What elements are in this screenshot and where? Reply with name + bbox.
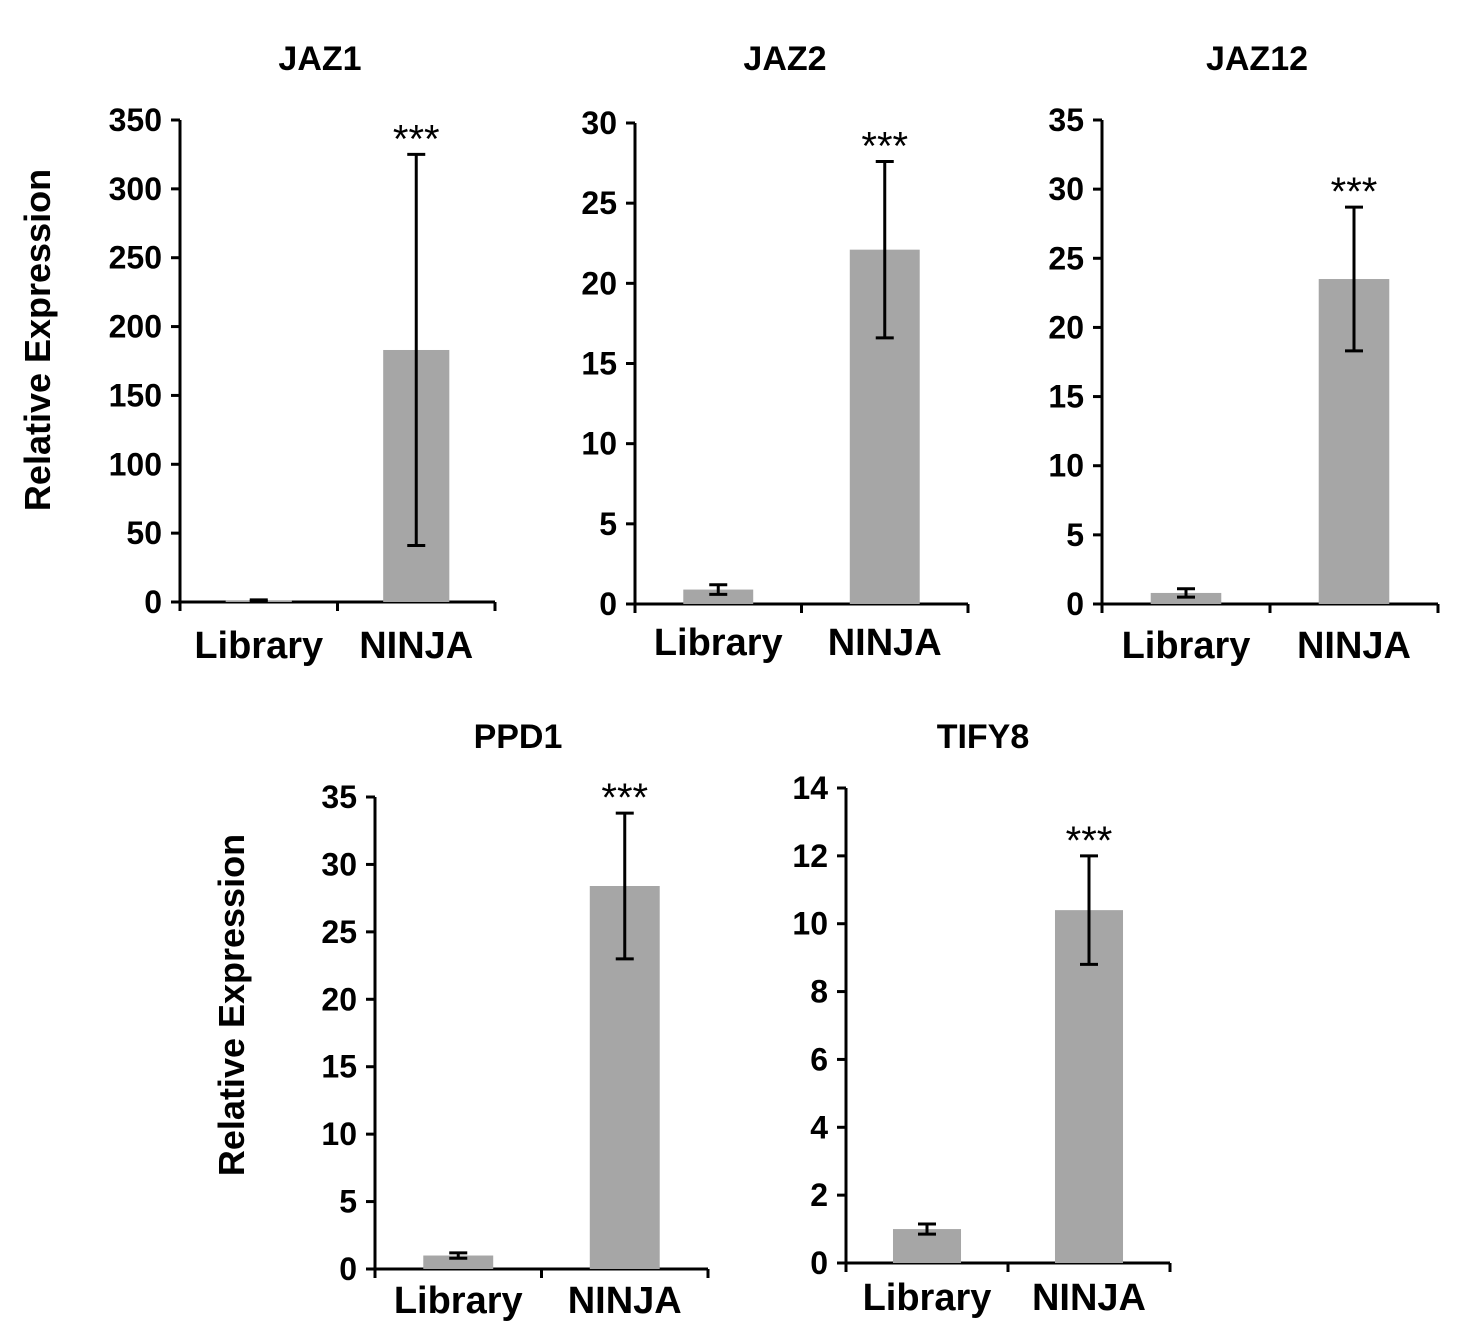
- y-tick-label: 5: [599, 506, 617, 542]
- y-tick-label: 15: [581, 346, 617, 382]
- y-tick-label: 350: [109, 102, 162, 138]
- error-bar-library: [1177, 587, 1195, 599]
- y-tick-label: 10: [321, 1116, 357, 1152]
- significance-marker: ***: [1331, 170, 1378, 214]
- error-bar-ninja: [407, 152, 426, 548]
- y-tick-label: 300: [109, 171, 162, 207]
- y-tick-label: 20: [321, 981, 357, 1017]
- category-label-ninja: NINJA: [1297, 625, 1411, 667]
- category-label-library: Library: [394, 1280, 523, 1322]
- y-tick-label: 15: [321, 1049, 357, 1085]
- y-tick-label: 10: [581, 426, 617, 462]
- chart-panel-ppd1: PPD1 Relative Expression 0 5 10 15 20 25 30 35 Lib…: [211, 718, 710, 1322]
- y-tick-label: 20: [581, 265, 617, 301]
- y-tick-label: 50: [126, 515, 162, 551]
- chart-panel-jaz2: JAZ2 0 5 10 15 20 25 30 Library NINJA ***: [581, 40, 970, 664]
- significance-marker: ***: [601, 776, 648, 820]
- y-tick-label: 25: [1048, 240, 1084, 276]
- category-label-library: Library: [863, 1277, 992, 1319]
- category-label-ninja: NINJA: [568, 1280, 682, 1322]
- error-bar-library: [918, 1222, 936, 1236]
- y-tick-label: 5: [1066, 517, 1084, 553]
- y-axis-label: Relative Expression: [211, 834, 252, 1176]
- error-bar-library: [709, 583, 728, 596]
- y-tick-label: 5: [339, 1184, 357, 1220]
- y-tick-label: 10: [792, 906, 828, 942]
- y-tick-label: 2: [810, 1177, 828, 1213]
- y-tick-label: 8: [810, 974, 828, 1010]
- error-bar-ninja: [1345, 205, 1363, 353]
- y-tick-label: 35: [1048, 102, 1084, 138]
- bar-library: [423, 1255, 494, 1269]
- category-label-library: Library: [1122, 625, 1251, 667]
- category-label-library: Library: [654, 622, 783, 664]
- y-tick-label: 0: [599, 586, 617, 622]
- y-tick-label: 4: [810, 1109, 828, 1145]
- y-tick-label: 35: [321, 779, 357, 815]
- y-tick-label: 30: [321, 846, 357, 882]
- significance-marker: ***: [1066, 819, 1113, 863]
- y-tick-label: 100: [109, 446, 162, 482]
- bar-library: [683, 589, 754, 604]
- error-bar-ninja: [875, 159, 894, 340]
- y-axis-label: Relative Expression: [17, 169, 58, 511]
- error-bar-library: [449, 1251, 468, 1260]
- chart-panel-jaz1: JAZ1 Relative Expression 0 50 100 150 200 250 30…: [17, 40, 497, 667]
- chart-title: TIFY8: [937, 718, 1030, 756]
- category-label-ninja: NINJA: [359, 625, 473, 667]
- significance-marker: ***: [861, 124, 908, 168]
- chart-title: JAZ1: [278, 40, 361, 78]
- chart-panel-tify8: TIFY8 0 2 4 6 8 10 12 14 Library NINJA ***: [792, 718, 1172, 1319]
- y-tick-label: 0: [810, 1245, 828, 1281]
- error-bar-ninja: [1080, 854, 1098, 966]
- y-tick-label: 20: [1048, 309, 1084, 345]
- error-bar-library: [249, 598, 268, 603]
- y-tick-label: 15: [1048, 379, 1084, 415]
- y-tick-label: 250: [109, 240, 162, 276]
- y-tick-label: 200: [109, 309, 162, 345]
- y-tick-label: 14: [792, 770, 828, 806]
- chart-title: JAZ12: [1206, 40, 1308, 78]
- category-label-library: Library: [194, 625, 323, 667]
- y-tick-label: 25: [321, 914, 357, 950]
- chart-title: JAZ2: [743, 40, 826, 78]
- y-tick-label: 0: [1066, 586, 1084, 622]
- error-bar-ninja: [615, 811, 634, 961]
- category-label-ninja: NINJA: [828, 622, 942, 664]
- y-tick-label: 30: [581, 105, 617, 141]
- y-tick-label: 0: [339, 1251, 357, 1287]
- y-tick-label: 25: [581, 185, 617, 221]
- bar-ninja: [1054, 910, 1124, 1263]
- category-label-ninja: NINJA: [1032, 1277, 1146, 1319]
- y-tick-label: 12: [792, 838, 828, 874]
- y-tick-label: 30: [1048, 171, 1084, 207]
- significance-marker: ***: [393, 117, 440, 161]
- y-tick-label: 0: [144, 584, 162, 620]
- y-tick-label: 6: [810, 1041, 828, 1077]
- y-tick-label: 150: [109, 377, 162, 413]
- y-tick-label: 10: [1048, 448, 1084, 484]
- chart-title: PPD1: [474, 718, 563, 756]
- chart-panel-jaz12: JAZ12 0 5 10 15 20 25 30 35 Library NINJA ***: [1048, 40, 1440, 667]
